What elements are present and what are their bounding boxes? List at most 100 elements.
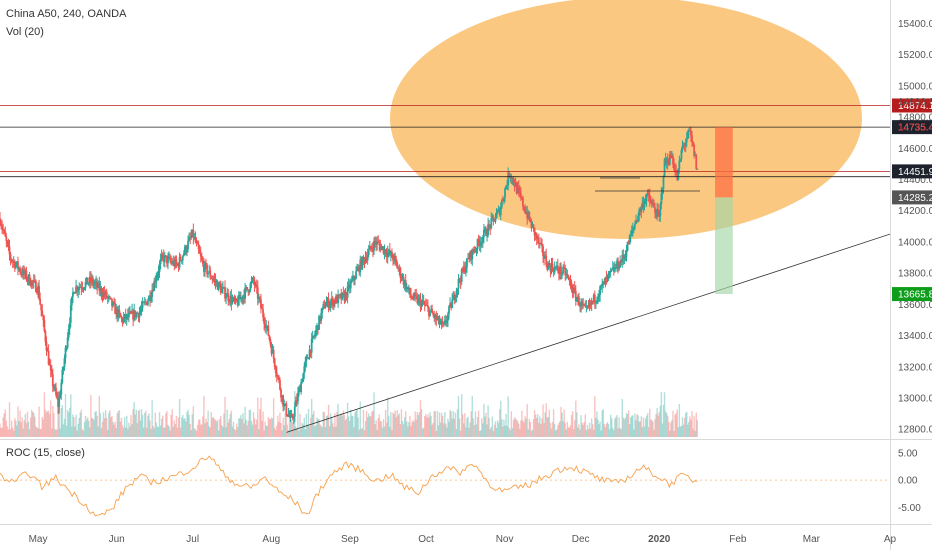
volume-bar bbox=[46, 410, 49, 437]
volume-bar bbox=[605, 423, 608, 437]
candle-body bbox=[267, 325, 270, 336]
candle-body bbox=[41, 310, 44, 316]
volume-bar bbox=[552, 409, 555, 437]
volume-bar bbox=[594, 396, 596, 437]
volume-bar bbox=[496, 420, 499, 437]
volume-bar bbox=[425, 414, 427, 437]
volume-bar bbox=[281, 430, 283, 437]
volume-bar bbox=[126, 415, 128, 437]
candle-body bbox=[434, 314, 437, 319]
volume-bar bbox=[378, 414, 380, 437]
volume-bar bbox=[95, 410, 97, 437]
candle-body bbox=[568, 278, 571, 281]
y-tick-label: 15000.0 bbox=[898, 81, 932, 92]
volume-bar bbox=[139, 420, 142, 437]
candle-body bbox=[390, 251, 392, 255]
price-candles bbox=[0, 126, 699, 424]
candle-body bbox=[61, 370, 64, 384]
volume-bar bbox=[147, 415, 149, 437]
candle-body bbox=[639, 209, 642, 213]
volume-bar bbox=[590, 418, 593, 437]
candle-body bbox=[690, 131, 692, 136]
volume-bar bbox=[575, 400, 577, 437]
volume-bar bbox=[393, 413, 395, 437]
candle-body bbox=[188, 237, 191, 241]
candle-body bbox=[234, 298, 237, 301]
candle-body bbox=[341, 292, 344, 300]
candle-body bbox=[213, 279, 216, 281]
candle-body bbox=[177, 264, 180, 268]
candle-body bbox=[414, 293, 417, 296]
candle-body bbox=[222, 287, 224, 289]
candle-body bbox=[82, 288, 85, 290]
candle-body bbox=[432, 313, 435, 315]
volume-bar bbox=[101, 421, 104, 437]
volume-bar bbox=[141, 414, 144, 437]
candle-body bbox=[182, 253, 185, 256]
volume-bar bbox=[256, 419, 258, 437]
volume-bar bbox=[336, 412, 338, 437]
volume-bar bbox=[467, 416, 469, 437]
candle-body bbox=[431, 309, 434, 314]
candle-body bbox=[262, 309, 264, 318]
candle-body bbox=[538, 242, 541, 244]
volume-bar bbox=[453, 418, 455, 437]
candle-body bbox=[471, 249, 474, 260]
candle-body bbox=[448, 306, 450, 314]
volume-bar bbox=[634, 413, 636, 437]
candle-body bbox=[433, 314, 436, 319]
price-tag-line-2: 14451.9 bbox=[892, 164, 932, 179]
volume-bar bbox=[485, 412, 487, 437]
volume-bar bbox=[202, 416, 204, 437]
volume-bar bbox=[196, 424, 199, 437]
price-tag-line-2-bg bbox=[892, 164, 932, 179]
volume-bar bbox=[226, 409, 228, 437]
candle-body bbox=[345, 292, 348, 298]
candle-body bbox=[458, 279, 461, 281]
candle-body bbox=[26, 279, 29, 281]
candle-body bbox=[57, 398, 60, 407]
candle-body bbox=[62, 367, 65, 371]
volume-bar bbox=[436, 410, 439, 437]
candle-body bbox=[452, 294, 455, 300]
volume-bar bbox=[369, 416, 371, 437]
candle-body bbox=[133, 310, 136, 320]
volume-bar bbox=[96, 415, 98, 437]
volume-bar bbox=[298, 430, 300, 437]
candle-body bbox=[655, 212, 657, 218]
volume-bar bbox=[536, 418, 538, 437]
volume-bar bbox=[484, 416, 486, 437]
candle-body bbox=[218, 282, 221, 286]
candle-body bbox=[270, 344, 273, 354]
volume-bar bbox=[128, 422, 130, 437]
candle-body bbox=[450, 303, 453, 309]
volume-bar bbox=[559, 421, 561, 437]
candle-body bbox=[328, 305, 331, 308]
volume-bar bbox=[507, 396, 509, 437]
volume-bar bbox=[398, 413, 401, 437]
candle-body bbox=[292, 416, 295, 419]
volume-bar bbox=[654, 419, 656, 437]
candle-body bbox=[117, 309, 120, 318]
candle-body bbox=[163, 255, 166, 262]
volume-bar bbox=[611, 418, 613, 437]
volume-bar bbox=[448, 421, 450, 437]
price-tag-0-text: 14900.0 bbox=[898, 97, 932, 108]
volume-bar bbox=[106, 418, 108, 437]
volume-bar bbox=[191, 414, 193, 437]
candle-body bbox=[300, 382, 303, 393]
volume-bar bbox=[287, 429, 290, 437]
candle-body bbox=[78, 287, 81, 290]
candle-body bbox=[357, 266, 360, 270]
volume-bar bbox=[614, 418, 616, 437]
candle-body bbox=[193, 236, 196, 239]
volume-bar bbox=[223, 413, 225, 437]
candle-body bbox=[253, 280, 256, 286]
candle-body bbox=[271, 349, 274, 354]
candle-body bbox=[166, 255, 168, 264]
candle-body bbox=[640, 206, 643, 213]
volume-bar bbox=[494, 421, 497, 437]
candle-body bbox=[627, 241, 630, 245]
candle-body bbox=[513, 183, 516, 187]
candle-body bbox=[454, 297, 457, 301]
